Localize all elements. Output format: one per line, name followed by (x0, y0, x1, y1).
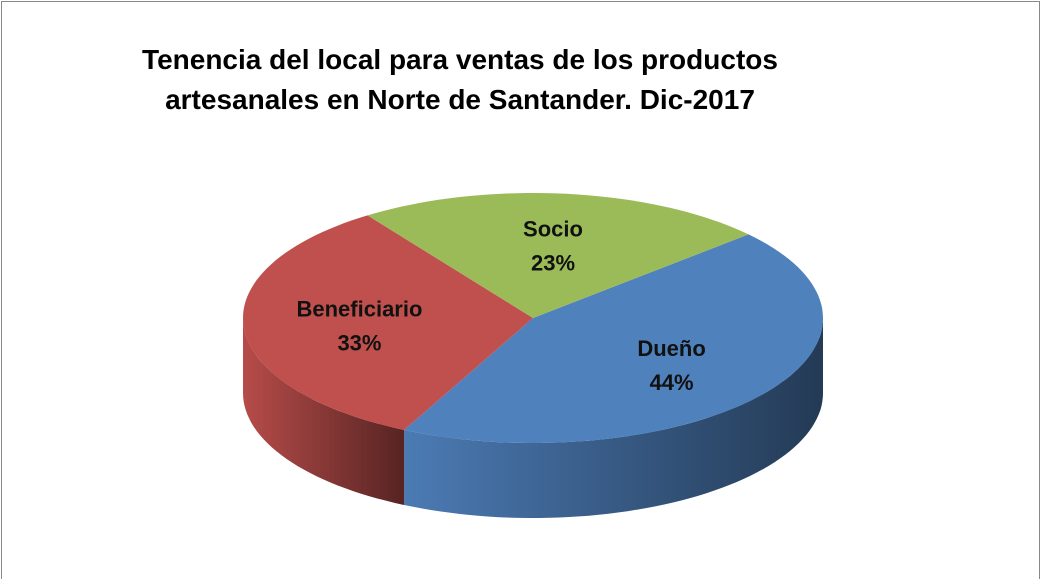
slice (243, 215, 533, 430)
slice-value-label: 23% (531, 250, 575, 275)
slice-side-shade (404, 318, 823, 518)
slice (367, 193, 749, 318)
slice (404, 234, 823, 443)
slice-value-label: 33% (337, 330, 381, 355)
slice-category-label: Dueño (637, 336, 705, 361)
slice-category-label: Socio (523, 216, 583, 241)
slice-value-label: 44% (650, 370, 694, 395)
slice-side-shade (243, 318, 405, 505)
chart-title: Tenencia del local para ventas de los pr… (142, 44, 778, 115)
slice-category-label: Beneficiario (296, 296, 422, 321)
